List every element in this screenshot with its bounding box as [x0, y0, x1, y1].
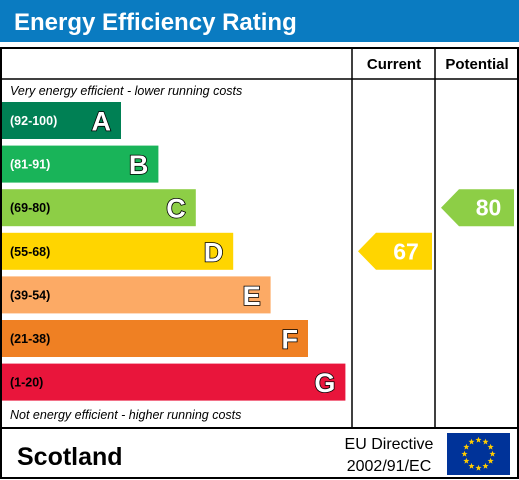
- flag-star-icon: [487, 443, 494, 450]
- band-letter-e: E: [243, 281, 261, 311]
- band-range-g: (1-20): [10, 376, 43, 390]
- column-header-current: Current: [367, 56, 421, 73]
- eu-flag-icon: [447, 433, 510, 475]
- flag-star-icon: [461, 450, 468, 457]
- band-e: [2, 276, 271, 314]
- band-d: [2, 232, 234, 270]
- band-a: [2, 102, 121, 139]
- chart-title: Energy Efficiency Rating: [14, 9, 297, 36]
- band-letter-c: C: [166, 194, 186, 224]
- band-c: [2, 189, 196, 227]
- column-header-potential: Potential: [445, 56, 508, 73]
- directive-line1: EU Directive: [345, 436, 434, 453]
- band-range-d: (55-68): [10, 245, 50, 259]
- flag-star-icon: [475, 436, 482, 443]
- band-letter-g: G: [314, 368, 335, 398]
- flag-star-icon: [463, 457, 470, 464]
- flag-star-icon: [463, 443, 470, 450]
- note-bottom: Not energy efficient - higher running co…: [10, 408, 241, 422]
- band-f: [2, 320, 308, 357]
- flag-star-icon: [487, 457, 494, 464]
- band-letter-a: A: [92, 107, 112, 137]
- band-range-a: (92-100): [10, 114, 57, 128]
- note-top: Very energy efficient - lower running co…: [10, 84, 242, 98]
- flag-star-icon: [468, 438, 475, 445]
- band-b: [2, 145, 159, 183]
- current-arrow: [358, 232, 432, 270]
- current-score: 67: [393, 238, 419, 264]
- chart-frame: [0, 47, 519, 479]
- flag-star-icon: [468, 462, 475, 469]
- flag-star-icon: [489, 450, 496, 457]
- flag-star-icon: [482, 462, 489, 469]
- header-bar: [0, 0, 519, 42]
- potential-score: 80: [476, 195, 502, 221]
- rating-arrows: 67 80: [358, 189, 514, 270]
- band-letter-f: F: [282, 325, 299, 355]
- potential-arrow: [441, 189, 514, 227]
- flag-star-icon: [475, 464, 482, 471]
- band-range-b: (81-91): [10, 158, 50, 172]
- band-letter-b: B: [129, 150, 149, 180]
- band-range-e: (39-54): [10, 288, 50, 302]
- rating-bands: (92-100) A (81-91) B (69-80) C (55-68) D (39-54)…: [2, 102, 346, 401]
- band-range-c: (69-80): [10, 201, 50, 215]
- band-letter-d: D: [204, 237, 224, 267]
- band-g: [2, 363, 346, 401]
- flag-star-icon: [482, 438, 489, 445]
- country-label: Scotland: [17, 443, 123, 471]
- directive-line2: 2002/91/EC: [347, 458, 432, 475]
- band-range-f: (21-38): [10, 332, 50, 346]
